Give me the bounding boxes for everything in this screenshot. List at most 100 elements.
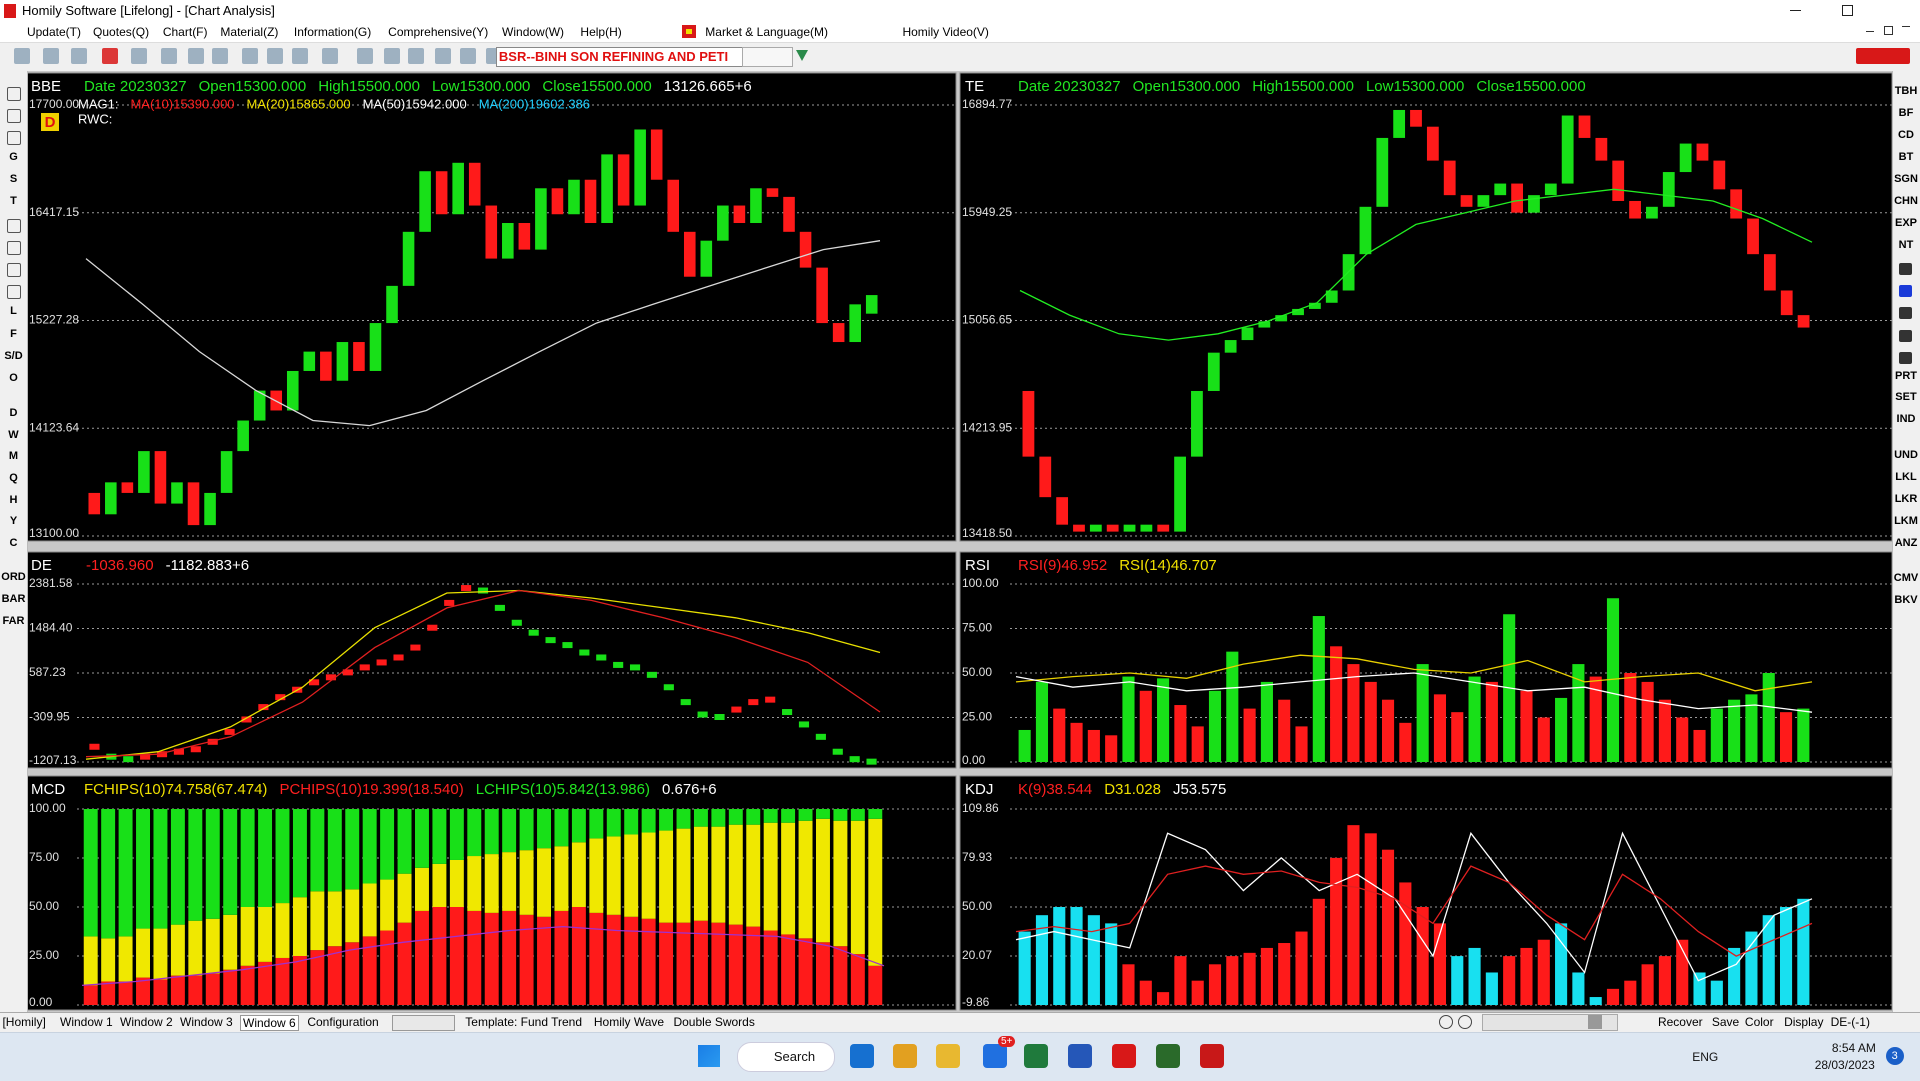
left-tool[interactable]: W: [8, 429, 19, 442]
taskbar-app[interactable]: [1155, 1044, 1180, 1068]
right-tool[interactable]: BF: [1898, 107, 1914, 120]
taskbar-app[interactable]: [849, 1044, 874, 1068]
right-tool-icon[interactable]: [1899, 329, 1912, 342]
toolbar-button[interactable]: [71, 48, 88, 64]
maximize-button[interactable]: [1842, 5, 1853, 16]
left-tool-icon[interactable]: [7, 241, 21, 256]
clock-date[interactable]: 28/03/2023: [1814, 1058, 1875, 1072]
right-tool-icon[interactable]: [1899, 263, 1912, 276]
left-tool[interactable]: G: [9, 151, 18, 164]
start-button[interactable]: [697, 1045, 720, 1067]
toolbar-button[interactable]: [101, 48, 118, 64]
language[interactable]: ENG: [1692, 1050, 1719, 1064]
window-tab[interactable]: Window 2: [120, 1015, 173, 1029]
left-tool[interactable]: S/D: [4, 349, 23, 362]
mdi-restore[interactable]: [1884, 26, 1893, 35]
menu-item[interactable]: Update(T): [26, 25, 81, 39]
action-button[interactable]: Save: [1711, 1015, 1740, 1029]
right-tool[interactable]: CMV: [1893, 572, 1919, 585]
toolbar-button[interactable]: [13, 48, 30, 64]
minimize-button[interactable]: [1790, 10, 1801, 11]
scroll-thumb[interactable]: [1588, 1015, 1603, 1029]
toolbar-button[interactable]: [435, 48, 452, 64]
menu-item[interactable]: Chart(F): [162, 25, 208, 39]
toolbar-button[interactable]: [43, 48, 60, 64]
menu-item[interactable]: Information(G): [293, 25, 372, 39]
left-tool[interactable]: F: [10, 327, 17, 340]
left-tool[interactable]: FAR: [2, 615, 25, 628]
action-button[interactable]: Display: [1784, 1015, 1824, 1029]
template-tab[interactable]: Homily Wave: [593, 1015, 665, 1029]
zoom-out[interactable]: [1458, 1015, 1473, 1029]
left-tool-icon[interactable]: [7, 109, 21, 124]
taskbar-app[interactable]: [1200, 1044, 1225, 1068]
right-tool[interactable]: SET: [1895, 391, 1917, 404]
toolbar-button[interactable]: [131, 48, 148, 64]
left-tool[interactable]: H: [9, 494, 18, 507]
toolbar-button[interactable]: [322, 48, 339, 64]
toolbar-button[interactable]: [212, 48, 229, 64]
right-tool[interactable]: BT: [1898, 151, 1914, 164]
right-tool[interactable]: SGN: [1894, 173, 1918, 186]
right-tool[interactable]: CD: [1898, 129, 1914, 142]
clock-time[interactable]: 8:54 AM: [1831, 1041, 1876, 1055]
left-tool[interactable]: L: [10, 305, 17, 318]
action-button[interactable]: DE-(-1): [1830, 1015, 1870, 1029]
right-tool[interactable]: BKV: [1894, 594, 1918, 607]
right-tool[interactable]: IND: [1896, 413, 1916, 426]
dropdown-arrow[interactable]: [795, 50, 808, 61]
right-tool-icon[interactable]: [1899, 351, 1912, 364]
right-tool[interactable]: TBH: [1894, 85, 1918, 98]
right-tool[interactable]: NT: [1898, 239, 1914, 252]
left-tool-icon[interactable]: [7, 263, 21, 278]
left-tool-icon[interactable]: [7, 219, 21, 234]
right-tool[interactable]: LKR: [1894, 492, 1918, 505]
toolbar-button[interactable]: [383, 48, 400, 64]
left-tool[interactable]: M: [8, 449, 19, 462]
symbol-dropdown[interactable]: [742, 47, 794, 67]
taskbar-app[interactable]: [1111, 1044, 1136, 1068]
left-tool[interactable]: Q: [9, 472, 18, 484]
left-tool-icon[interactable]: [7, 285, 21, 300]
toolbar-button[interactable]: [187, 48, 204, 64]
right-tool[interactable]: LKL: [1895, 470, 1917, 483]
toolbar-button[interactable]: [356, 48, 373, 64]
menu-item[interactable]: Homily Video(V): [902, 25, 989, 39]
menu-item[interactable]: Quotes(Q): [93, 25, 150, 39]
left-tool-icon[interactable]: [7, 87, 21, 102]
symbol-box[interactable]: BSR--BINH SON REFINING AND PETI: [495, 47, 745, 67]
right-tool-icon[interactable]: [1899, 307, 1912, 320]
template-tab[interactable]: Template: Fund Trend: [465, 1015, 583, 1029]
menu-item[interactable]: Material(Z): [220, 25, 279, 39]
left-tool[interactable]: ORD: [1, 571, 26, 584]
left-tool[interactable]: D: [9, 407, 18, 420]
window-tab[interactable]: Window 6: [240, 1015, 299, 1031]
right-tool[interactable]: PRT: [1895, 370, 1917, 383]
notification-count[interactable]: 3: [1885, 1047, 1904, 1065]
toolbar-button[interactable]: [241, 48, 258, 64]
right-tool[interactable]: CHN: [1894, 195, 1918, 208]
toolbar-button[interactable]: [160, 48, 177, 64]
taskbar-app[interactable]: [983, 1044, 1008, 1068]
right-tool[interactable]: EXP: [1894, 217, 1917, 230]
close-button[interactable]: [1886, 1, 1900, 19]
window-tab[interactable]: Window 3: [180, 1015, 233, 1029]
menu-item[interactable]: Help(H): [580, 25, 622, 39]
taskbar-app[interactable]: [1023, 1044, 1048, 1068]
taskbar-app[interactable]: [1067, 1044, 1092, 1068]
left-tool[interactable]: Y: [9, 514, 18, 527]
mdi-close[interactable]: [1902, 26, 1910, 35]
right-tool[interactable]: LKM: [1894, 514, 1918, 527]
template-tab[interactable]: Double Swords: [673, 1015, 755, 1029]
window-tab[interactable]: Configuration: [307, 1015, 379, 1029]
mdi-minimize[interactable]: [1866, 31, 1874, 32]
left-tool[interactable]: S: [9, 173, 18, 186]
right-tool[interactable]: ANZ: [1894, 536, 1918, 549]
search-box[interactable]: [737, 1042, 835, 1072]
taskbar-app[interactable]: [892, 1044, 917, 1068]
menu-item[interactable]: Window(W): [502, 25, 565, 39]
left-tool[interactable]: C: [9, 536, 18, 549]
toolbar-button[interactable]: [291, 48, 308, 64]
left-tool[interactable]: O: [9, 371, 18, 384]
window-tab[interactable]: Window 1: [60, 1015, 113, 1029]
